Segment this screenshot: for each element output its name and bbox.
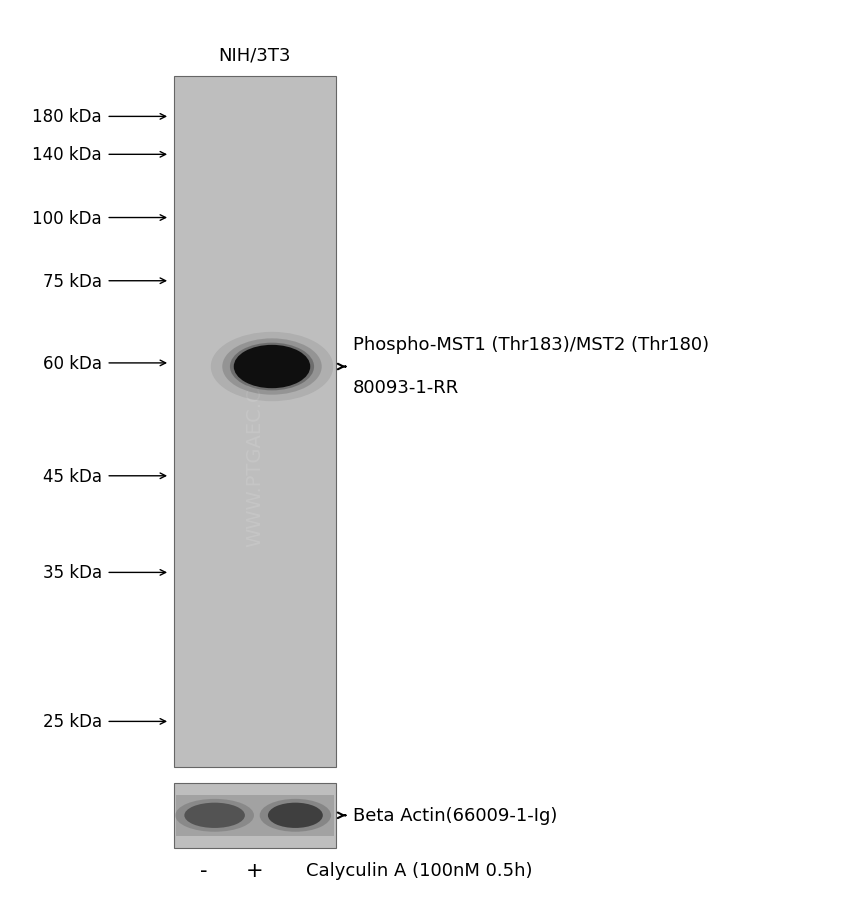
Text: Calyculin A (100nM 0.5h): Calyculin A (100nM 0.5h) xyxy=(306,861,532,879)
Text: 35 kDa: 35 kDa xyxy=(42,564,102,582)
Ellipse shape xyxy=(211,333,333,401)
Bar xyxy=(174,783,336,848)
Text: 45 kDa: 45 kDa xyxy=(43,467,102,485)
Text: Beta Actin(66009-1-Ig): Beta Actin(66009-1-Ig) xyxy=(353,806,557,824)
Ellipse shape xyxy=(260,799,331,832)
Bar xyxy=(176,796,334,835)
Text: Phospho-MST1 (Thr183)/MST2 (Thr180): Phospho-MST1 (Thr183)/MST2 (Thr180) xyxy=(353,336,709,354)
Text: NIH/3T3: NIH/3T3 xyxy=(218,47,292,65)
Text: WWW.PTGAEC.COM: WWW.PTGAEC.COM xyxy=(246,355,264,547)
Text: 60 kDa: 60 kDa xyxy=(43,354,102,373)
Text: 180 kDa: 180 kDa xyxy=(32,108,102,126)
Bar xyxy=(174,77,336,767)
Ellipse shape xyxy=(175,799,254,832)
Text: 75 kDa: 75 kDa xyxy=(43,272,102,290)
Text: +: + xyxy=(246,861,264,880)
Ellipse shape xyxy=(223,339,321,395)
Text: 100 kDa: 100 kDa xyxy=(32,209,102,227)
Ellipse shape xyxy=(184,803,245,828)
Ellipse shape xyxy=(268,803,323,828)
Ellipse shape xyxy=(234,345,310,389)
Text: 140 kDa: 140 kDa xyxy=(32,146,102,164)
Text: 25 kDa: 25 kDa xyxy=(42,713,102,731)
Text: 80093-1-RR: 80093-1-RR xyxy=(353,379,459,397)
Text: -: - xyxy=(201,861,207,880)
Ellipse shape xyxy=(230,344,314,391)
